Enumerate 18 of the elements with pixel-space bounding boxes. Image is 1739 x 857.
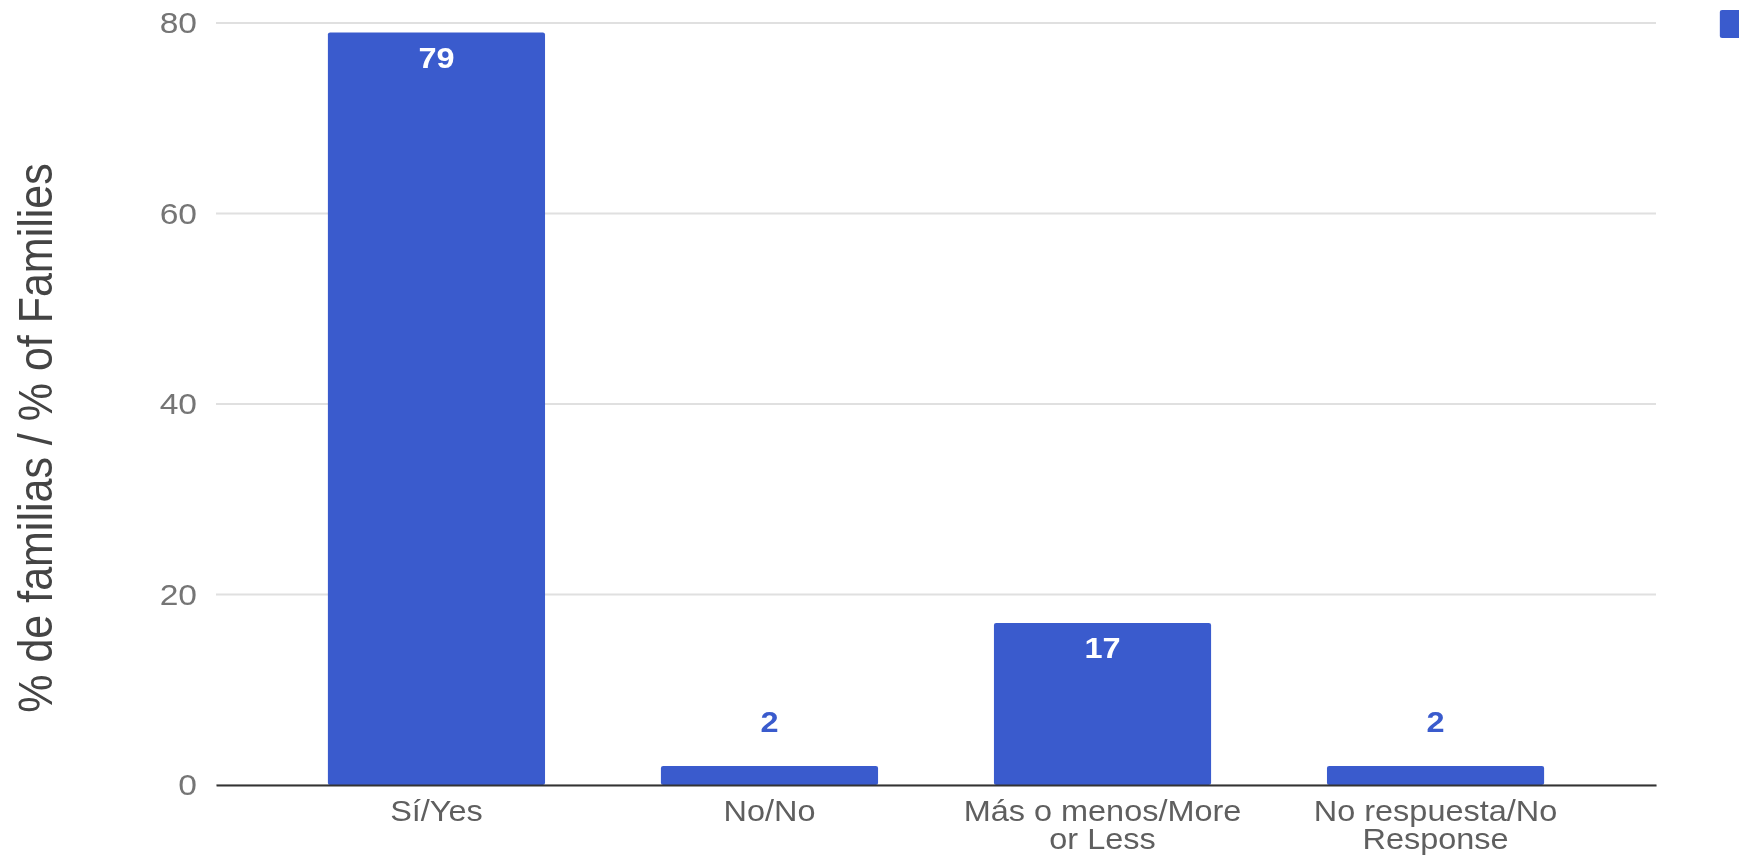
x-tick-label: No respuesta/No Response xyxy=(1313,794,1558,856)
y-tick-label: 80 xyxy=(159,5,197,40)
data-label: 2 xyxy=(1426,705,1445,739)
bar xyxy=(327,32,546,785)
x-tick-label: No/No xyxy=(723,794,816,828)
bar xyxy=(1326,765,1545,785)
data-label: 17 xyxy=(1084,631,1121,665)
data-label: 79 xyxy=(418,41,455,75)
bar xyxy=(660,765,879,785)
y-tick-label: 60 xyxy=(159,196,197,231)
bar xyxy=(993,623,1212,785)
y-tick-label: 20 xyxy=(159,577,197,612)
data-label: 2 xyxy=(760,705,779,739)
y-tick-label: 40 xyxy=(159,386,197,421)
x-tick-label: Sí/Yes xyxy=(390,794,483,828)
x-tick-label: Más o menos/More or Less xyxy=(963,794,1242,856)
y-tick-label: 0 xyxy=(178,767,197,802)
y-axis-title: % de familias / % of Families xyxy=(9,163,63,713)
